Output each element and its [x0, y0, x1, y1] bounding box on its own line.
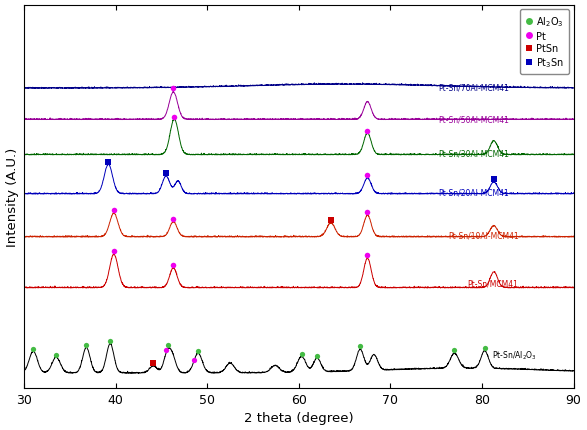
Text: Pt-Sn/Al$_2$O$_3$: Pt-Sn/Al$_2$O$_3$ [492, 349, 537, 361]
Text: Pt-Sn/30Al-MCM41: Pt-Sn/30Al-MCM41 [438, 149, 510, 158]
Text: Pt-Sn/70Al-MCM41: Pt-Sn/70Al-MCM41 [438, 83, 510, 92]
Legend: Al$_2$O$_3$, Pt, PtSn, Pt$_3$Sn: Al$_2$O$_3$, Pt, PtSn, Pt$_3$Sn [520, 10, 569, 75]
Y-axis label: Intensity (A.U.): Intensity (A.U.) [5, 147, 19, 246]
X-axis label: 2 theta (degree): 2 theta (degree) [244, 412, 353, 424]
Text: Pt-Sn/20Al-MCM41: Pt-Sn/20Al-MCM41 [438, 188, 510, 197]
Text: Pt-Sn/MCM41: Pt-Sn/MCM41 [468, 279, 518, 288]
Text: Pt-Sn/10Al-MCM41: Pt-Sn/10Al-MCM41 [448, 230, 518, 240]
Text: Pt-Sn/50Al-MCM41: Pt-Sn/50Al-MCM41 [438, 115, 510, 124]
